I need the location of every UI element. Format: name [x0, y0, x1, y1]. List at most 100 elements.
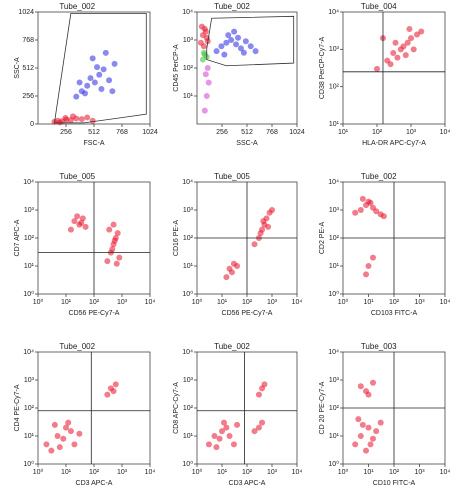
point — [369, 435, 376, 442]
point — [225, 32, 232, 39]
x-tick-label: 10³ — [414, 469, 425, 476]
chart-title: Tube_004 — [361, 2, 397, 11]
y-tick-label: 10⁰ — [23, 460, 34, 468]
x-tick-label: 10⁴ — [440, 129, 451, 136]
point — [102, 49, 109, 56]
point — [216, 435, 223, 442]
plot-frame — [196, 11, 298, 125]
chart-title: Tube_002 — [59, 2, 95, 11]
point — [247, 43, 254, 50]
x-tick-label: 10⁰ — [192, 468, 203, 476]
y-tick-label: 10² — [183, 65, 194, 72]
point — [357, 383, 364, 390]
x-tick-label: 768 — [116, 129, 128, 136]
y-tick-label: 10² — [329, 84, 340, 91]
y-axis-label: CD8 APC-Cy7-A — [173, 382, 180, 434]
point — [390, 49, 397, 56]
y-tick-label: 10³ — [329, 46, 340, 53]
y-tick-label: 10¹ — [183, 93, 194, 100]
y-tick-label: 10⁴ — [182, 9, 193, 16]
y-axis-label: CD2 PE-A — [319, 222, 326, 255]
point — [51, 421, 58, 428]
x-tick-label: 10² — [242, 469, 253, 476]
y-tick-label: 10⁴ — [23, 349, 34, 356]
x-tick-label: 10⁰ — [338, 298, 349, 306]
x-tick-label: 256 — [216, 129, 228, 136]
point — [114, 230, 121, 237]
point — [367, 199, 374, 206]
x-tick-label: 10² — [242, 299, 253, 306]
point — [200, 49, 207, 56]
y-tick-label: 1024 — [18, 9, 34, 16]
point — [73, 93, 80, 100]
point — [255, 424, 262, 431]
point — [67, 428, 74, 435]
point — [259, 419, 266, 426]
y-tick-label: 10² — [183, 405, 194, 412]
y-tick-label: 10² — [24, 235, 35, 242]
point — [240, 49, 247, 56]
point — [200, 43, 207, 50]
y-tick-label: 10¹ — [24, 263, 35, 270]
point — [380, 213, 387, 220]
y-tick-label: 10⁰ — [182, 460, 193, 468]
point — [89, 55, 96, 62]
y-tick-label: 10⁰ — [328, 290, 339, 298]
point — [43, 441, 50, 448]
point — [251, 428, 258, 435]
x-tick-label: 10³ — [117, 469, 128, 476]
x-tick-label: 10⁰ — [33, 468, 44, 476]
point — [373, 428, 380, 435]
point — [257, 230, 264, 237]
point — [91, 79, 98, 86]
point — [363, 447, 370, 454]
plot-frame — [37, 351, 151, 465]
point — [377, 419, 384, 426]
gate — [53, 13, 147, 124]
x-tick-label: 10³ — [406, 129, 417, 136]
point — [204, 65, 211, 71]
y-tick-label: 10³ — [24, 377, 35, 384]
x-tick-label: 10⁴ — [145, 299, 156, 306]
point — [111, 237, 118, 244]
y-tick-label: 10³ — [329, 377, 340, 384]
y-tick-label: 10³ — [329, 207, 340, 214]
y-tick-label: 10⁰ — [328, 460, 339, 468]
x-axis-label: CD103 FITC-A — [371, 310, 418, 317]
point — [48, 447, 55, 454]
point — [67, 226, 74, 233]
chart-title: Tube_002 — [214, 342, 250, 351]
point — [56, 444, 63, 451]
y-tick-label: 10⁴ — [182, 179, 193, 186]
gate — [206, 15, 295, 67]
y-tick-label: 10¹ — [183, 433, 194, 440]
y-tick-label: 10² — [329, 235, 340, 242]
point — [237, 45, 244, 52]
x-tick-label: 1024 — [289, 129, 305, 136]
point — [365, 424, 372, 431]
point — [104, 258, 111, 265]
x-tick-label: 512 — [241, 129, 253, 136]
x-tick-label: 10² — [389, 469, 400, 476]
plot-frame — [196, 351, 298, 465]
x-tick-label: 10² — [389, 299, 400, 306]
point — [109, 246, 116, 253]
point — [71, 218, 78, 225]
chart-title: Tube_003 — [361, 342, 397, 351]
x-axis-label: CD3 APC-A — [229, 480, 266, 487]
x-axis-label: FSC-A — [84, 140, 105, 147]
point — [226, 433, 233, 439]
y-tick-label: 10¹ — [329, 121, 340, 128]
point — [96, 71, 103, 78]
x-tick-label: 10³ — [267, 469, 278, 476]
point — [233, 41, 240, 48]
y-tick-label: 0 — [30, 121, 34, 128]
point — [201, 107, 208, 114]
point — [260, 218, 267, 225]
point — [269, 207, 275, 213]
point — [65, 419, 72, 426]
x-tick-label: 10² — [89, 469, 100, 476]
x-tick-label: 512 — [88, 129, 100, 136]
point — [235, 34, 242, 41]
